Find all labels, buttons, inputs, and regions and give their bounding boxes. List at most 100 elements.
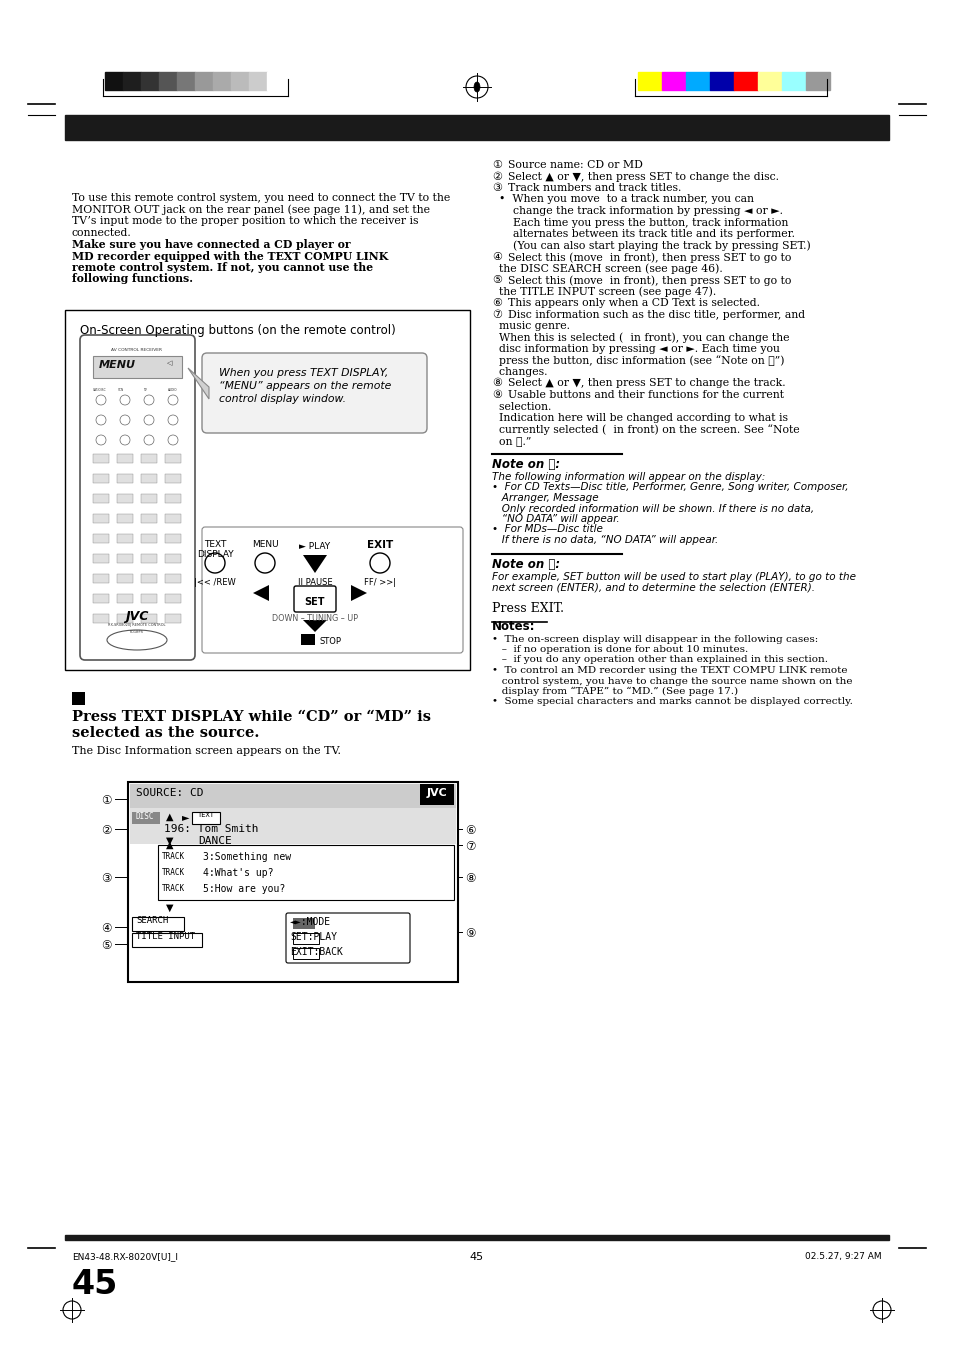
Bar	[231, 72, 249, 91]
Bar	[293, 918, 314, 929]
Bar	[213, 72, 231, 91]
Bar	[805, 72, 829, 91]
Bar	[92, 534, 109, 544]
Text: JVC: JVC	[426, 788, 447, 798]
Bar	[92, 356, 182, 379]
Text: TRACK: TRACK	[162, 884, 185, 894]
Text: selected as the source.: selected as the source.	[71, 726, 259, 740]
Bar	[661, 72, 685, 91]
Text: remote control system. If not, you cannot use the: remote control system. If not, you canno…	[71, 262, 373, 273]
Text: MONITOR OUT jack on the rear panel (see page 11), and set the: MONITOR OUT jack on the rear panel (see …	[71, 204, 430, 215]
Text: ⑧: ⑧	[492, 379, 501, 388]
Text: DANCE: DANCE	[198, 836, 232, 846]
Text: EN43-48.RX-8020V[U]_I: EN43-48.RX-8020V[U]_I	[71, 1252, 178, 1261]
Text: 45: 45	[71, 1268, 118, 1301]
Text: Select ▲ or ▼, then press SET to change the track.: Select ▲ or ▼, then press SET to change …	[507, 379, 785, 388]
Text: Indication here will be changed according to what is: Indication here will be changed accordin…	[492, 412, 787, 423]
Bar	[71, 692, 85, 704]
Bar	[92, 594, 109, 603]
Text: •  Some special characters and marks cannot be displayed correctly.: • Some special characters and marks cann…	[492, 698, 852, 707]
Text: following functions.: following functions.	[71, 273, 193, 284]
Bar	[92, 554, 109, 562]
Bar	[117, 454, 132, 462]
Bar	[733, 72, 758, 91]
Text: ③: ③	[101, 872, 112, 886]
Bar	[141, 554, 157, 562]
Text: Select this (move  in front), then press SET to go to: Select this (move in front), then press …	[507, 274, 791, 285]
Bar	[117, 594, 132, 603]
Text: TV’s input mode to the proper position to which the receiver is: TV’s input mode to the proper position t…	[71, 216, 418, 226]
Bar	[92, 475, 109, 483]
Text: DISC: DISC	[136, 813, 154, 821]
Text: 4:What's up?: 4:What's up?	[203, 868, 274, 877]
Text: changes.: changes.	[492, 366, 547, 377]
Bar	[158, 845, 454, 900]
Ellipse shape	[474, 82, 479, 92]
Bar	[117, 575, 132, 583]
Text: ⑥: ⑥	[492, 297, 501, 308]
Text: ⑦: ⑦	[464, 840, 475, 853]
Text: –  if you do any operation other than explained in this section.: – if you do any operation other than exp…	[492, 656, 827, 664]
Bar	[192, 813, 220, 823]
Text: II PAUSE: II PAUSE	[297, 579, 332, 587]
Polygon shape	[253, 585, 269, 602]
Text: ►: ►	[182, 813, 190, 822]
Text: DOWN – TUNING – UP: DOWN – TUNING – UP	[272, 614, 357, 623]
Text: ③: ③	[492, 183, 501, 193]
Text: TEXT
DISPLAY: TEXT DISPLAY	[196, 539, 233, 560]
Text: control system, you have to change the source name shown on the: control system, you have to change the s…	[492, 676, 852, 685]
Text: ⑨: ⑨	[464, 927, 475, 940]
Bar	[141, 514, 157, 523]
Text: •  For MDs—Disc title: • For MDs—Disc title	[492, 525, 602, 534]
Text: •  To control an MD recorder using the TEXT COMPU LINK remote: • To control an MD recorder using the TE…	[492, 667, 846, 675]
Text: ⑨: ⑨	[492, 389, 501, 400]
Text: FF/ >>|: FF/ >>|	[363, 579, 395, 587]
Text: On-Screen Operating buttons (on the remote control): On-Screen Operating buttons (on the remo…	[80, 324, 395, 337]
Bar	[117, 493, 132, 503]
Text: TITLE INPUT: TITLE INPUT	[136, 932, 195, 941]
Text: TEXT: TEXT	[197, 813, 214, 818]
Text: This appears only when a CD Text is selected.: This appears only when a CD Text is sele…	[507, 297, 760, 308]
Bar	[130, 808, 456, 844]
Text: MENU: MENU	[99, 360, 136, 370]
Text: (You can also start playing the track by pressing SET.): (You can also start playing the track by…	[492, 241, 810, 251]
Text: 02.5.27, 9:27 AM: 02.5.27, 9:27 AM	[804, 1252, 882, 1261]
Bar	[92, 454, 109, 462]
Text: TRACK: TRACK	[162, 852, 185, 861]
Text: EXIT: EXIT	[367, 539, 393, 550]
Text: When you press TEXT DISPLAY,
“MENU” appears on the remote
control display window: When you press TEXT DISPLAY, “MENU” appe…	[219, 368, 391, 404]
Bar	[419, 784, 454, 804]
Bar	[141, 493, 157, 503]
Text: To use this remote control system, you need to connect the TV to the: To use this remote control system, you n…	[71, 193, 450, 203]
Bar	[249, 72, 267, 91]
Text: Select this (move  in front), then press SET to go to: Select this (move in front), then press …	[507, 251, 791, 262]
Bar	[65, 1234, 888, 1240]
Bar	[165, 594, 181, 603]
Bar	[117, 514, 132, 523]
Text: 196: Tom Smith: 196: Tom Smith	[164, 823, 258, 834]
Text: ◄►:MODE: ◄►:MODE	[290, 917, 331, 927]
Text: PD1BPS: PD1BPS	[130, 630, 144, 634]
Bar	[293, 933, 318, 944]
Text: ②: ②	[101, 823, 112, 837]
FancyBboxPatch shape	[294, 585, 335, 612]
Text: selection.: selection.	[492, 402, 551, 411]
FancyBboxPatch shape	[80, 335, 194, 660]
Text: ▲: ▲	[166, 813, 173, 822]
Text: on ⓘ.”: on ⓘ.”	[492, 435, 531, 446]
Text: change the track information by pressing ◄ or ►.: change the track information by pressing…	[492, 206, 782, 216]
Text: ▲: ▲	[166, 840, 173, 850]
Text: display from “TAPE” to “MD.” (See page 17.): display from “TAPE” to “MD.” (See page 1…	[492, 687, 738, 696]
Text: the TITLE INPUT screen (see page 47).: the TITLE INPUT screen (see page 47).	[492, 287, 716, 297]
Text: Note on ⓖ:: Note on ⓖ:	[492, 457, 559, 470]
Bar	[117, 614, 132, 623]
Bar	[267, 72, 285, 91]
Text: alternates between its track title and its performer.: alternates between its track title and i…	[492, 228, 794, 239]
Text: Press TEXT DISPLAY while “CD” or “MD” is: Press TEXT DISPLAY while “CD” or “MD” is	[71, 710, 431, 725]
Bar	[159, 72, 177, 91]
Bar	[132, 933, 202, 946]
Text: press the button, disc information (see “Note on ⓖ”): press the button, disc information (see …	[492, 356, 783, 366]
Text: CAT/DISC: CAT/DISC	[92, 388, 107, 392]
Text: ①: ①	[492, 160, 501, 170]
Text: Track numbers and track titles.: Track numbers and track titles.	[507, 183, 680, 193]
